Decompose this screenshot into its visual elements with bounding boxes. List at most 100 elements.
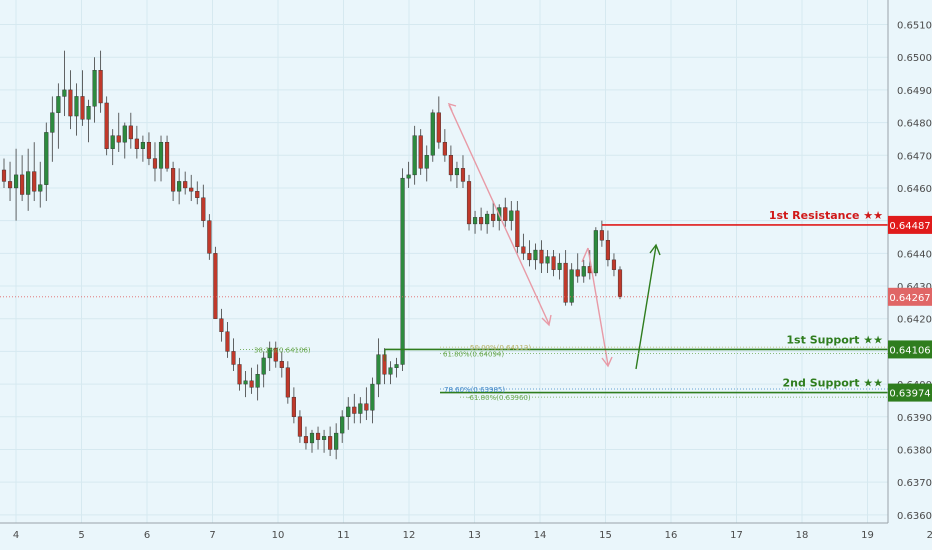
candle-body bbox=[50, 112, 55, 133]
candle-body bbox=[56, 96, 61, 113]
current-price-tag bbox=[888, 287, 932, 306]
swing-arrow-tail bbox=[447, 102, 457, 112]
candle-body bbox=[575, 269, 580, 277]
y-tick-label: 0.63600 bbox=[897, 511, 932, 522]
candle-body bbox=[116, 135, 121, 143]
candle-body bbox=[62, 89, 67, 97]
projection-arrow-head bbox=[601, 356, 613, 368]
candle-body bbox=[328, 436, 333, 450]
support1-price-tag bbox=[888, 340, 932, 359]
candle-body bbox=[448, 155, 453, 176]
candle-body bbox=[521, 246, 526, 254]
x-tick-label: 16 bbox=[665, 530, 678, 541]
candle-body bbox=[382, 354, 387, 375]
candle-body bbox=[171, 168, 176, 192]
candle-body bbox=[605, 240, 610, 261]
projection-arrow-tick bbox=[581, 247, 589, 263]
candle-body bbox=[370, 383, 375, 411]
candle-body bbox=[243, 380, 248, 385]
candle-body bbox=[509, 210, 514, 221]
candle-body bbox=[581, 266, 586, 277]
candle-body bbox=[140, 141, 145, 149]
x-tick-label: 12 bbox=[403, 530, 416, 541]
candle-body bbox=[267, 347, 272, 359]
candle-body bbox=[388, 367, 393, 375]
x-tick-label: 19 bbox=[861, 530, 874, 541]
candle-body bbox=[237, 364, 242, 385]
candle-body bbox=[14, 174, 19, 189]
candle-body bbox=[86, 106, 91, 120]
candle-body bbox=[249, 380, 254, 388]
candle-body bbox=[291, 396, 296, 417]
candle-body bbox=[44, 132, 49, 185]
swing-arrow-head bbox=[541, 314, 552, 327]
candle-body bbox=[430, 112, 435, 156]
candle-body bbox=[563, 262, 568, 303]
target-arrow-up bbox=[635, 245, 657, 370]
projection-arrow-down bbox=[587, 247, 609, 366]
candle-body bbox=[7, 181, 13, 189]
x-tick-label: 11 bbox=[337, 530, 350, 541]
x-tick-label: 20 bbox=[927, 530, 932, 541]
x-tick-label: 10 bbox=[272, 530, 285, 541]
candle-body bbox=[617, 269, 623, 298]
candle-body bbox=[364, 403, 369, 411]
candle-body bbox=[352, 406, 357, 414]
candle-body bbox=[231, 351, 236, 365]
fib-level-label: 38.2%(0.64106) bbox=[254, 346, 311, 354]
x-tick-label: 17 bbox=[730, 530, 743, 541]
candle-body bbox=[74, 96, 79, 117]
candle-body bbox=[599, 230, 604, 241]
candle-body bbox=[20, 174, 25, 195]
candle-body bbox=[551, 256, 556, 270]
candle-body bbox=[128, 125, 133, 140]
candle-body bbox=[279, 360, 284, 368]
candle-body bbox=[80, 96, 85, 120]
levels bbox=[0, 224, 888, 398]
resistance-price-tag-text: 0.64487 bbox=[889, 221, 930, 232]
support1-label: 1st Support ★★ bbox=[786, 333, 883, 346]
fib-level-label: 61.80%(0.64094) bbox=[443, 350, 504, 358]
fib-level-label: 50.00%(0.64113) bbox=[470, 344, 531, 352]
candle-body bbox=[503, 207, 508, 221]
candle-body bbox=[557, 262, 562, 270]
candle-body bbox=[38, 184, 43, 192]
candle-body bbox=[442, 141, 447, 156]
candle-body bbox=[201, 197, 206, 221]
candle-body bbox=[189, 187, 194, 192]
candle-body bbox=[545, 256, 550, 264]
annotations bbox=[447, 102, 661, 370]
fib-level-label: -61.80%(0.63960) bbox=[467, 394, 531, 402]
x-tick-label: 6 bbox=[144, 530, 150, 541]
candle-body bbox=[400, 177, 405, 365]
candle-body bbox=[346, 406, 351, 417]
candle-body bbox=[527, 253, 532, 261]
candle-body bbox=[98, 70, 103, 104]
candle-body bbox=[394, 364, 399, 368]
candle-body bbox=[152, 158, 158, 169]
candle-body bbox=[466, 181, 472, 225]
candle-body bbox=[436, 112, 441, 143]
candle-body bbox=[183, 181, 188, 189]
candle-body bbox=[322, 436, 327, 440]
level-labels: 1st Resistance ★★ 1st Support ★★ 2nd Suppo… bbox=[254, 209, 932, 402]
x-tick-label: 15 bbox=[599, 530, 612, 541]
candle-body bbox=[569, 269, 574, 303]
candle-body bbox=[122, 125, 127, 143]
candle-body bbox=[195, 191, 200, 198]
candle-body bbox=[315, 432, 321, 440]
candle-body bbox=[1, 169, 7, 182]
candle-body bbox=[261, 357, 266, 375]
candle-body bbox=[225, 331, 230, 352]
candle-body bbox=[177, 181, 182, 192]
candle-body bbox=[297, 416, 302, 437]
